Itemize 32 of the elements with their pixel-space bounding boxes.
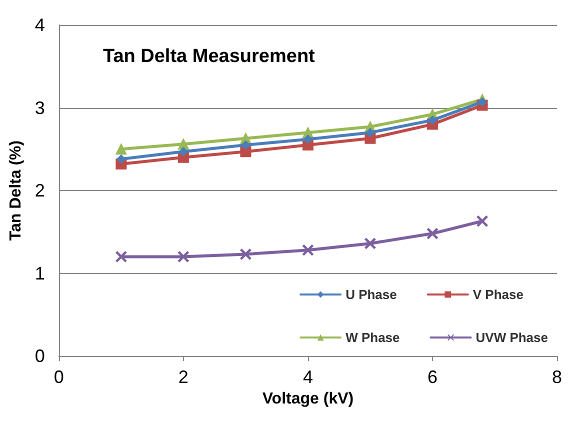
point	[303, 134, 312, 144]
y-tick-label: 0	[34, 346, 45, 366]
point	[428, 116, 437, 125]
text: Tan Delta Measurement	[103, 46, 316, 67]
point	[241, 140, 250, 150]
y-tick-label: 4	[34, 15, 45, 35]
point	[364, 238, 376, 249]
point	[240, 248, 252, 260]
y-tick-label: 2	[34, 180, 45, 200]
point	[476, 216, 488, 227]
y-tick-label: 3	[34, 98, 45, 118]
x-tick-label: 4	[302, 367, 313, 387]
point	[178, 147, 188, 156]
x-tick-label: 6	[427, 367, 438, 387]
point	[116, 251, 127, 262]
point	[178, 251, 189, 262]
point	[366, 128, 375, 138]
legend-label: UVW Phase	[476, 330, 548, 345]
point	[478, 97, 487, 106]
point	[116, 144, 127, 155]
y-tick-label: 1	[34, 263, 45, 284]
point	[302, 244, 314, 256]
x-tick-label: 8	[552, 367, 562, 387]
x-tick-label: 0	[54, 367, 64, 387]
legend-label: V Phase	[472, 287, 524, 302]
point	[116, 154, 126, 164]
x-axis-title: Voltage (kV)	[262, 390, 354, 408]
x-tick-label: 2	[178, 367, 188, 387]
point	[426, 228, 438, 240]
legend-label: W Phase	[346, 330, 400, 345]
legend-label: U Phase	[346, 287, 397, 302]
y-axis-title: Tan Delta (%)	[8, 140, 24, 241]
